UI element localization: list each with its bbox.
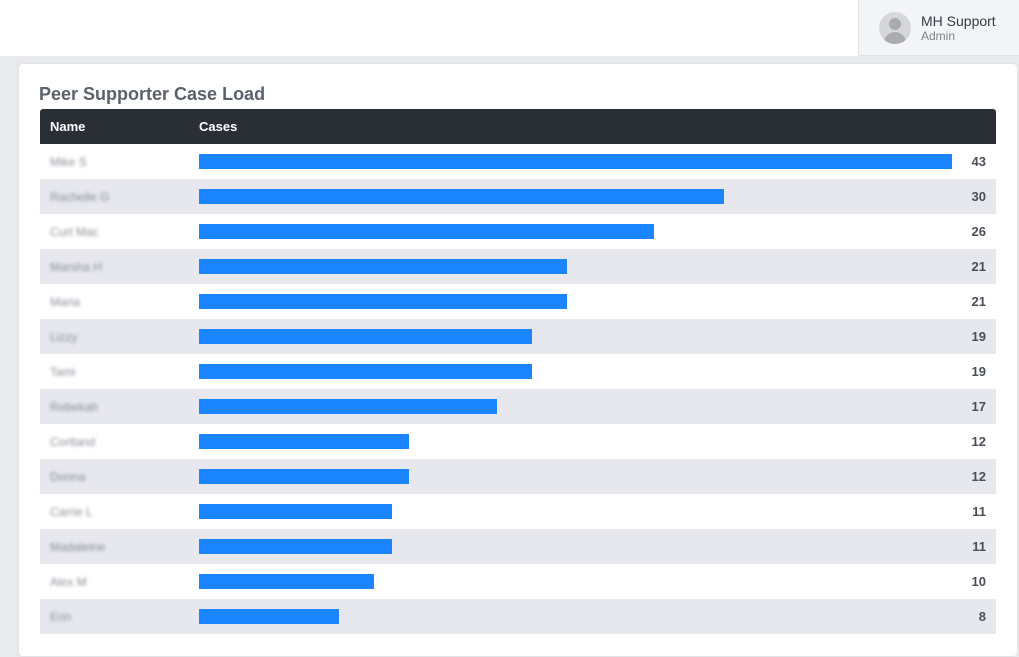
column-header-cases: Cases — [199, 119, 238, 134]
table-row: Marsha H 21 — [40, 249, 996, 284]
case-count: 19 — [971, 329, 986, 344]
case-load-table: Name Cases Mike S 43 Rachelle G 30 Curt Mac 2… — [40, 109, 996, 634]
bar-track — [199, 539, 952, 554]
bar-track — [199, 399, 952, 414]
card-title: Peer Supporter Case Load — [39, 84, 266, 104]
table-row: Mike S 43 — [40, 144, 996, 179]
case-count: 17 — [971, 399, 986, 414]
table-row: Maria 21 — [40, 284, 996, 319]
table-row: Rebekah 17 — [40, 389, 996, 424]
bar-track — [199, 189, 952, 204]
table-header: Name Cases — [40, 109, 996, 144]
supporter-name: Donna — [50, 469, 86, 484]
case-count: 30 — [971, 189, 986, 204]
case-bar — [199, 259, 567, 274]
case-bar — [199, 294, 567, 309]
case-bar — [199, 399, 497, 414]
supporter-name: Cortland — [50, 434, 96, 449]
bar-track — [199, 469, 952, 484]
case-count: 12 — [971, 434, 986, 449]
table-row: Erin 8 — [40, 599, 996, 634]
user-menu[interactable]: MH Support Admin — [858, 0, 1019, 56]
bar-track — [199, 224, 952, 239]
case-bar — [199, 364, 532, 379]
supporter-name: Carrie L — [50, 504, 93, 519]
bar-track — [199, 434, 952, 449]
supporter-name: Rebekah — [50, 399, 99, 414]
supporter-name: Rachelle G — [50, 189, 110, 204]
supporter-name: Alex M — [50, 574, 87, 589]
supporter-name: Tami — [50, 364, 76, 379]
case-count: 19 — [971, 364, 986, 379]
top-bar: MH Support Admin — [0, 0, 1019, 56]
supporter-name: Lizzy — [50, 329, 78, 344]
case-count: 21 — [971, 259, 986, 274]
case-bar — [199, 469, 410, 484]
table-row: Rachelle G 30 — [40, 179, 996, 214]
supporter-name: Maria — [50, 294, 81, 309]
case-bar — [199, 574, 375, 589]
user-role: Admin — [921, 28, 956, 43]
supporter-name: Mike S — [50, 154, 87, 169]
case-bar — [199, 329, 532, 344]
case-count: 43 — [971, 154, 986, 169]
table-row: Curt Mac 26 — [40, 214, 996, 249]
table-row: Madaleine 11 — [40, 529, 996, 564]
table-body: Mike S 43 Rachelle G 30 Curt Mac 26 Marsha H 21… — [40, 144, 996, 634]
case-count: 21 — [971, 294, 986, 309]
case-count: 11 — [972, 539, 986, 554]
supporter-name: Madaleine — [50, 539, 106, 554]
case-count: 8 — [978, 609, 986, 624]
supporter-name: Curt Mac — [50, 224, 99, 239]
case-bar — [199, 504, 392, 519]
bar-track — [199, 329, 952, 344]
case-bar — [199, 434, 410, 449]
bar-track — [199, 259, 952, 274]
table-row: Cortland 12 — [40, 424, 996, 459]
bar-track — [199, 154, 952, 169]
case-count: 26 — [971, 224, 986, 239]
case-bar — [199, 189, 725, 204]
case-count: 10 — [971, 574, 986, 589]
bar-track — [199, 574, 952, 589]
case-bar — [199, 609, 340, 624]
table-row: Donna 12 — [40, 459, 996, 494]
table-row: Alex M 10 — [40, 564, 996, 599]
table-row: Tami 19 — [40, 354, 996, 389]
case-bar — [199, 154, 952, 169]
bar-track — [199, 504, 952, 519]
bar-track — [199, 609, 952, 624]
user-name: MH Support — [921, 12, 996, 29]
avatar-icon — [879, 11, 911, 44]
case-count: 12 — [971, 469, 986, 484]
supporter-name: Erin — [50, 609, 72, 624]
case-bar — [199, 224, 655, 239]
supporter-name: Marsha H — [50, 259, 103, 274]
bar-track — [199, 294, 952, 309]
case-load-card: Peer Supporter Case Load Name Cases Mike… — [19, 64, 1017, 656]
case-count: 11 — [972, 504, 986, 519]
column-header-name: Name — [50, 119, 86, 134]
bar-track — [199, 364, 952, 379]
table-row: Lizzy 19 — [40, 319, 996, 354]
case-bar — [199, 539, 392, 554]
table-row: Carrie L 11 — [40, 494, 996, 529]
